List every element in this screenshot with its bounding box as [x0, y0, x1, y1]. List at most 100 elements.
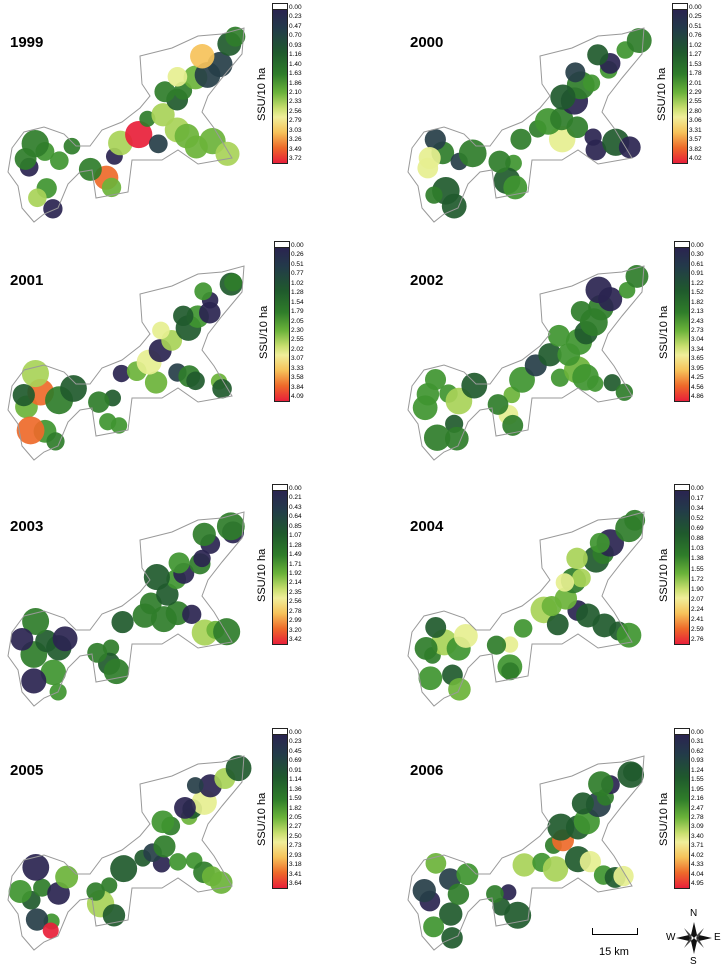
study-area-outline	[407, 755, 645, 951]
density-blob	[101, 177, 122, 198]
density-blob	[589, 532, 610, 553]
compass-north-label: N	[690, 908, 698, 919]
density-map	[7, 511, 245, 707]
color-legend: 0.00 0.23 0.45 0.69 0.91 1.14 1.36 1.59 1.82 2.05…	[256, 728, 332, 889]
legend-tick-label: 3.34	[691, 345, 704, 353]
legend-tick-label: 1.16	[289, 51, 302, 59]
density-blob	[458, 139, 487, 168]
legend-tick-label: 2.30	[291, 326, 304, 334]
legend-tick-label: 0.64	[289, 513, 302, 521]
legend-tick-label: 3.72	[289, 155, 302, 162]
density-blob	[547, 324, 570, 347]
density-blob	[110, 855, 138, 883]
map-panel-1999: 1999 0.00 0.23 0.47 0.70 0.93 1.16 1.40 1.63 1.8…	[0, 0, 340, 236]
density-blob	[148, 134, 168, 154]
density-blob	[16, 416, 45, 445]
legend-tick-label: 3.33	[291, 364, 304, 372]
density-blob	[502, 414, 524, 436]
density-blob	[22, 853, 50, 881]
density-blob	[500, 884, 517, 901]
scale-bar	[592, 928, 638, 942]
legend-tick-label: 4.02	[689, 155, 702, 162]
legend-tick-label: 1.71	[289, 560, 302, 568]
year-label: 2004	[410, 518, 444, 535]
density-map	[407, 264, 649, 461]
legend-tick-label: 2.99	[289, 617, 302, 625]
density-blob	[418, 147, 441, 170]
density-blob	[193, 549, 211, 568]
legend-tick-label: 2.47	[691, 804, 704, 812]
density-blob	[25, 908, 49, 931]
legend-tick-label: 1.55	[691, 776, 704, 784]
legend-tick-label: 2.79	[289, 117, 302, 125]
legend-tick-label: 0.61	[691, 260, 704, 268]
density-blob	[28, 188, 47, 208]
density-blob	[588, 771, 614, 797]
legend-tick-label: 3.65	[691, 355, 704, 363]
legend-tick-label: 1.82	[289, 804, 302, 812]
year-label: 2006	[410, 762, 444, 779]
legend-tick-label: 1.63	[289, 70, 302, 78]
density-blob	[550, 107, 574, 131]
density-blob	[501, 636, 519, 653]
density-blob	[46, 432, 65, 451]
legend-tick-label: 3.49	[289, 145, 302, 153]
year-label: 2005	[10, 762, 44, 779]
legend-tick-label: 0.25	[689, 13, 702, 21]
study-area-outline	[407, 511, 645, 707]
density-blob	[88, 391, 110, 413]
legend-tick-label: 2.01	[689, 79, 702, 87]
legend-tick-label: 3.71	[691, 842, 704, 850]
legend-tick-label: 1.22	[691, 279, 704, 287]
legend-tick-label: 3.40	[691, 832, 704, 840]
density-blob	[587, 44, 609, 66]
legend-tick-label: 0.31	[691, 738, 704, 746]
density-blobs	[14, 26, 246, 219]
density-blob	[87, 642, 108, 663]
year-label: 2001	[10, 272, 44, 289]
legend-tick-label: 0.88	[691, 535, 704, 543]
density-blob	[40, 659, 67, 686]
density-map	[7, 265, 245, 461]
legend-tick-label: 2.35	[289, 588, 302, 596]
legend-tick-label: 3.64	[289, 880, 302, 887]
study-area-outline	[7, 755, 245, 951]
year-label: 2002	[410, 272, 444, 289]
legend-tick-label: 2.78	[289, 607, 302, 615]
map-panel-2004: 2004 0.00 0.17 0.34 0.52 0.69 0.88 1.03 1.38 1.5…	[400, 484, 723, 720]
density-blob	[425, 852, 447, 874]
legend-tick-label: 1.24	[691, 766, 704, 774]
legend-tick-label: 1.78	[689, 70, 702, 78]
study-area-outline	[7, 265, 245, 461]
density-blob	[110, 417, 128, 434]
map-panel-2005: 2005 0.00 0.23 0.45 0.69 0.91 1.14 1.36 1.59 1.8…	[0, 728, 340, 964]
density-blob	[513, 619, 533, 638]
legend-tick-label: 2.33	[289, 98, 302, 106]
density-blob	[412, 878, 436, 903]
density-blob	[190, 44, 215, 69]
legend-unit-label: SSU/10 ha	[256, 548, 268, 602]
legend-tick-label: 2.55	[689, 98, 702, 106]
color-legend: 0.00 0.21 0.43 0.64 0.85 1.07 1.28 1.49 1.71 1.92…	[256, 484, 332, 645]
density-blob	[423, 916, 445, 938]
legend-tick-label: 0.30	[691, 251, 704, 259]
density-blob	[439, 902, 463, 926]
density-blob	[585, 276, 613, 304]
legend-tick-label: 4.86	[691, 393, 704, 400]
legend-tick-label: 1.59	[289, 795, 302, 803]
legend-tick-label: 0.52	[691, 515, 704, 523]
density-blob	[224, 273, 243, 292]
legend-unit-label: SSU/10 ha	[256, 792, 268, 846]
legend-tick-label: 1.28	[291, 289, 304, 297]
legend-tick-label: 0.77	[291, 270, 304, 278]
map-panel-2003: 2003 0.00 0.21 0.43 0.64 0.85 1.07 1.28 1.49 1.7…	[0, 484, 340, 720]
legend-tick-label: 1.38	[691, 555, 704, 563]
legend-tick-label: 2.55	[291, 336, 304, 344]
map-panel-2001: 2001 0.00 0.26 0.51 0.77 1.02 1.28 1.54 1.79 2.0…	[0, 238, 340, 474]
study-area-outline	[7, 511, 245, 707]
density-blob	[10, 627, 34, 651]
density-blob	[111, 610, 134, 634]
density-blob	[616, 622, 642, 648]
legend-tick-label: 0.69	[691, 525, 704, 533]
density-blob	[570, 300, 592, 322]
